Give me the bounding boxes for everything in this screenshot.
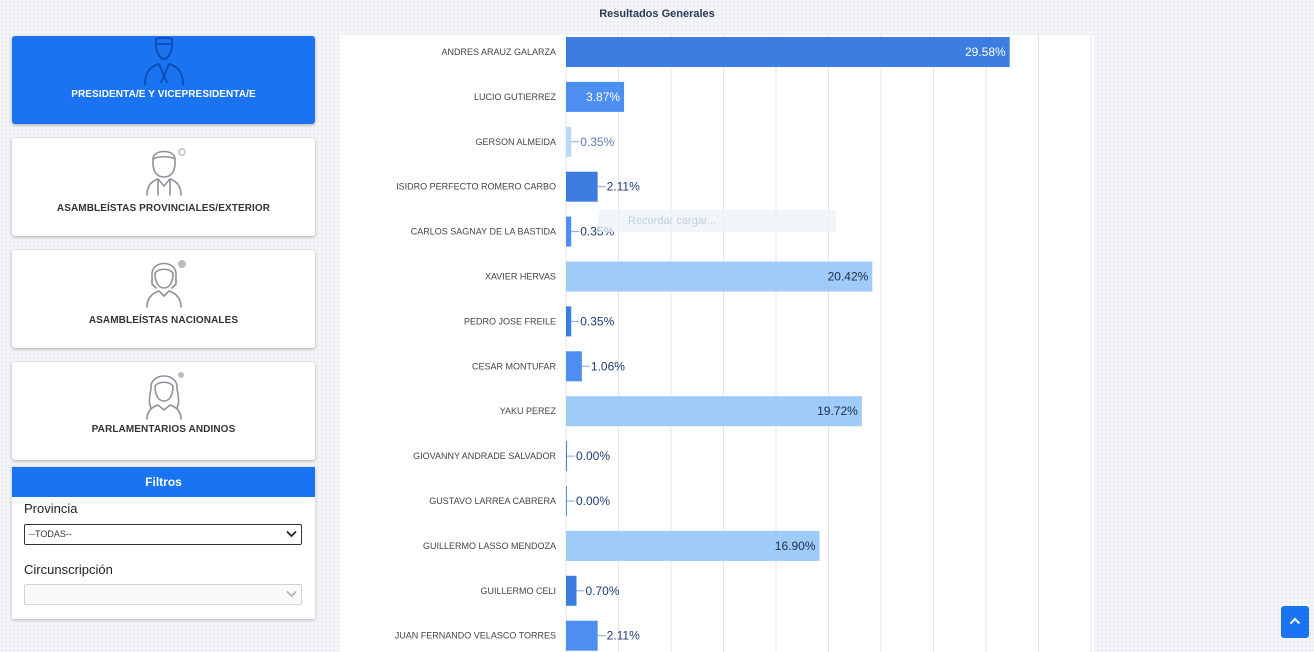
value-label: 0.35% <box>580 135 614 149</box>
results-chart-panel: ANDRES ARAUZ GALARZA 29.58% LUCIO GUTIERRE… <box>340 35 1094 652</box>
loading-overlay-text: Recordar cargar... <box>598 210 836 232</box>
category-label: PRESIDENTA/E Y VICEPRESIDENTA/E <box>71 89 256 100</box>
value-label: 2.11% <box>607 180 640 194</box>
chart-bars <box>566 37 1010 651</box>
category-label: GUILLERMO LASSO MENDOZA <box>423 541 556 551</box>
value-label: 0.70% <box>586 584 620 598</box>
category-card-presidente[interactable]: PRESIDENTA/E Y VICEPRESIDENTA/E <box>12 36 315 124</box>
chart-labels: ANDRES ARAUZ GALARZA 29.58% LUCIO GUTIERRE… <box>395 45 1006 643</box>
value-label: 19.72% <box>817 404 858 418</box>
province-select-value: --TODAS-- <box>29 529 72 539</box>
status-dot-icon <box>178 372 184 378</box>
category-label: JUAN FERNANDO VELASCO TORRES <box>395 631 556 641</box>
chart-bar <box>566 486 567 516</box>
province-label: Provincia <box>24 501 78 516</box>
value-label: 29.58% <box>965 45 1006 59</box>
chart-bar <box>566 261 873 292</box>
chevron-down-icon <box>286 590 297 598</box>
chart-bar <box>566 37 1010 67</box>
scroll-to-top-button[interactable] <box>1281 606 1309 638</box>
chart-bar <box>566 126 572 157</box>
page-title: Resultados Generales <box>599 8 715 20</box>
value-label: 0.35% <box>580 314 614 328</box>
chart-bar <box>566 216 572 247</box>
chart-bar <box>566 81 625 112</box>
category-card-asambleistas-nacionales[interactable]: ASAMBLEÍSTAS NACIONALES <box>12 250 315 348</box>
chevron-down-icon <box>286 530 297 538</box>
province-select[interactable]: --TODAS-- <box>24 524 302 545</box>
category-card-parlamentarios-andinos[interactable]: PARLAMENTARIOS ANDINOS <box>12 362 315 460</box>
female-long-hair-avatar-icon <box>145 375 182 420</box>
category-label: ISIDRO PERFECTO ROMERO CARBO <box>396 182 556 192</box>
category-label: GUSTAVO LARREA CABRERA <box>429 496 556 506</box>
circumscription-select[interactable] <box>24 584 302 605</box>
male-official-avatar-icon <box>143 36 184 85</box>
value-label: 0.00% <box>576 494 610 508</box>
category-label: PEDRO JOSE FREILE <box>464 316 556 326</box>
value-label: 20.42% <box>828 270 869 284</box>
results-bar-chart: ANDRES ARAUZ GALARZA 29.58% LUCIO GUTIERRE… <box>395 35 1092 652</box>
category-label: CARLOS SAGNAY DE LA BASTIDA <box>411 227 556 237</box>
female-avatar-icon <box>145 262 182 308</box>
filters-panel: Filtros Provincia --TODAS-- Circunscripc… <box>12 467 315 619</box>
status-dot-icon <box>178 148 186 156</box>
chart-bar <box>566 171 598 202</box>
category-label: CESAR MONTUFAR <box>472 361 557 371</box>
chart-bar <box>566 530 820 561</box>
category-card-asambleistas-provinciales[interactable]: ASAMBLEÍSTAS PROVINCIALES/EXTERIOR <box>12 138 315 236</box>
chart-bar <box>566 441 567 472</box>
chart-bar <box>566 396 862 427</box>
value-label: 16.90% <box>775 539 816 553</box>
chart-bar <box>566 351 582 382</box>
chart-bar <box>566 306 572 337</box>
category-label: GIOVANNY ANDRADE SALVADOR <box>413 451 556 461</box>
value-label: 0.00% <box>576 449 610 463</box>
category-label: ANDRES ARAUZ GALARZA <box>441 47 556 57</box>
value-label: 2.11% <box>607 629 640 643</box>
category-label: XAVIER HERVAS <box>485 272 556 282</box>
chevron-up-icon <box>1289 617 1301 625</box>
category-label: GUILLERMO CELI <box>480 586 556 596</box>
category-label: ASAMBLEÍSTAS PROVINCIALES/EXTERIOR <box>56 203 271 214</box>
chart-bar <box>566 575 577 606</box>
category-label: YAKU PEREZ <box>500 406 557 416</box>
male-avatar-icon <box>145 150 182 196</box>
circumscription-label: Circunscripción <box>24 562 113 577</box>
category-label: LUCIO GUTIERREZ <box>474 92 557 102</box>
category-label: GERSON ALMEIDA <box>475 137 556 147</box>
category-label: ASAMBLEÍSTAS NACIONALES <box>88 315 239 326</box>
value-label: 1.06% <box>591 359 625 373</box>
category-label: PARLAMENTARIOS ANDINOS <box>91 424 236 435</box>
status-dot-icon <box>178 260 186 268</box>
chart-bar <box>566 620 598 651</box>
value-label: 3.87% <box>586 90 620 104</box>
filters-title: Filtros <box>12 467 315 497</box>
